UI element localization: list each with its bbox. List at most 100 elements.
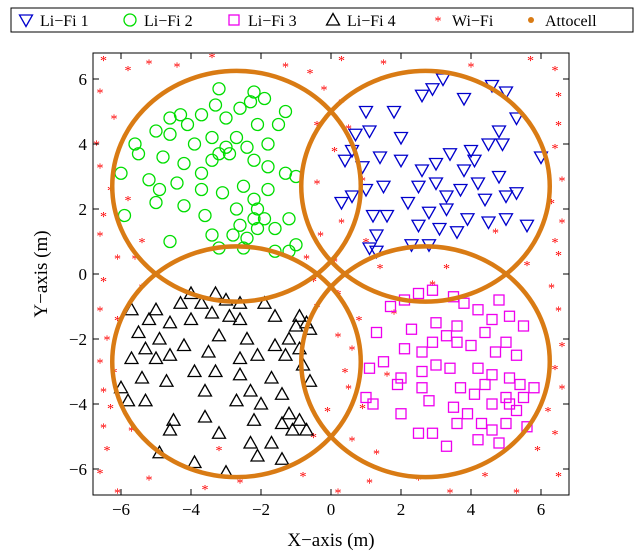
li-fi-2-point <box>128 137 142 151</box>
li-fi-3-point <box>426 427 439 439</box>
li-fi-2-point <box>243 95 258 109</box>
li-fi-4-point <box>148 350 164 365</box>
li-fi-4-point <box>246 412 262 426</box>
li-fi-1-point <box>470 177 486 191</box>
wi-fi-point: * <box>100 275 107 290</box>
li-fi-2-point <box>289 238 303 252</box>
li-fi-3-point <box>447 401 460 413</box>
wi-fi-point: * <box>114 314 121 329</box>
li-fi-4-point <box>183 311 199 326</box>
y-axis-ticks: −6 −4 −2 0 2 4 6 <box>69 70 569 479</box>
x-tick-label: 4 <box>467 500 476 519</box>
wi-fi-point: * <box>552 142 559 157</box>
li-fi-4-point <box>256 295 273 309</box>
li-fi-1-point <box>498 213 514 227</box>
li-fi-4-point <box>253 396 269 410</box>
li-fi-2-point <box>163 234 177 249</box>
li-fi-2-point <box>271 117 286 132</box>
li-fi-3-point <box>391 378 404 391</box>
li-fi-4-point <box>211 425 227 439</box>
li-fi-3-point <box>472 304 484 316</box>
li-fi-3-point <box>454 382 467 394</box>
li-fi-2-point <box>156 150 170 164</box>
li-fi-1-point <box>456 164 472 178</box>
li-fi-2-point <box>233 101 247 115</box>
li-fi-1-point <box>421 206 437 221</box>
li-fi-3-point <box>395 372 407 384</box>
li-fi-1-point <box>519 219 535 234</box>
li-fi-4-point <box>298 422 315 436</box>
li-fi-3-point <box>528 382 540 394</box>
li-fi-2-point <box>177 199 191 213</box>
li-fi-1-point <box>400 196 416 211</box>
y-tick-label: 2 <box>79 200 88 219</box>
li-fi-3-point <box>360 391 372 404</box>
wi-fi-point: * <box>202 483 209 498</box>
li-fi-3-point <box>451 320 463 332</box>
li-fi-2-point <box>194 166 209 180</box>
li-fi-3-point <box>493 294 505 306</box>
wi-fi-point: * <box>216 444 223 459</box>
li-fi-2-point <box>268 221 282 236</box>
legend-entry: * Wi−Fi <box>435 13 494 30</box>
li-fi-2-point <box>233 218 247 232</box>
li-fi-2-point <box>205 228 219 242</box>
wi-fi-point: * <box>373 447 380 462</box>
wi-fi-point: * <box>359 402 366 417</box>
wi-fi-point: * <box>321 83 328 98</box>
legend-marker <box>325 12 341 26</box>
li-fi-2-point <box>247 153 261 167</box>
wi-fi-point: * <box>447 486 454 501</box>
li-fi-3-point <box>461 408 474 420</box>
li-fi-2-point <box>170 176 184 190</box>
li-fi-2-point <box>247 212 261 226</box>
li-fi-4-point <box>281 331 297 345</box>
li-fi-3-point <box>486 313 498 326</box>
li-fi-4-point <box>148 301 164 316</box>
wi-fi-point: * <box>314 178 321 193</box>
li-fi-3-point <box>510 349 523 361</box>
wi-fi-point: * <box>349 343 356 358</box>
li-fi-4-point <box>172 295 189 309</box>
li-fi-1-point <box>414 164 430 178</box>
li-fi-2-point <box>205 153 219 167</box>
wi-fi-point: * <box>237 477 244 492</box>
wi-fi-point: * <box>93 139 100 154</box>
wi-fi-point: * <box>559 382 566 397</box>
li-fi-4-point <box>288 318 304 332</box>
li-fi-2-point <box>261 182 275 197</box>
wi-fi-point: * <box>391 308 398 323</box>
wi-fi-point: * <box>97 230 104 245</box>
legend-label: Attocell <box>545 13 597 30</box>
wi-fi-point: * <box>310 275 317 290</box>
li-fi-4-point <box>284 422 301 436</box>
li-fi-1-point <box>365 209 381 224</box>
li-fi-3-point <box>517 320 530 332</box>
wi-fi-point: * <box>335 330 342 345</box>
li-fi-4-point <box>249 448 266 462</box>
legend: Li−Fi 1 Li−Fi 2 Li−Fi 3 Li−Fi 4 * Wi−Fi Attoce… <box>10 7 634 33</box>
li-fi-4-point <box>263 370 280 384</box>
wi-fi-point: * <box>342 366 349 381</box>
li-fi-2-point <box>177 156 191 171</box>
li-fi-2-point <box>163 111 177 125</box>
li-fi-3-point <box>363 362 376 374</box>
li-fi-1-point <box>491 170 507 185</box>
li-fi-4-point <box>130 324 147 339</box>
x-tick-label: 0 <box>327 500 336 519</box>
li-fi-2-point <box>250 221 265 236</box>
li-fi-1-point <box>428 157 444 172</box>
wi-fi-point: * <box>331 145 338 160</box>
li-fi-4-point <box>162 314 178 329</box>
wi-fi-point: * <box>377 262 384 277</box>
li-fi-4-point <box>200 344 217 358</box>
li-fi-4-point <box>274 415 290 430</box>
wi-fi-point: * <box>345 382 352 397</box>
li-fi-2-point <box>226 228 240 242</box>
wi-fi-point: * <box>384 369 391 384</box>
li-fi-3-point <box>475 417 488 430</box>
li-fi-1-point <box>438 190 455 204</box>
legend-entry: Li−Fi 4 <box>325 12 396 30</box>
li-fi-4-point <box>158 373 175 387</box>
wi-fi-point: * <box>356 314 363 329</box>
